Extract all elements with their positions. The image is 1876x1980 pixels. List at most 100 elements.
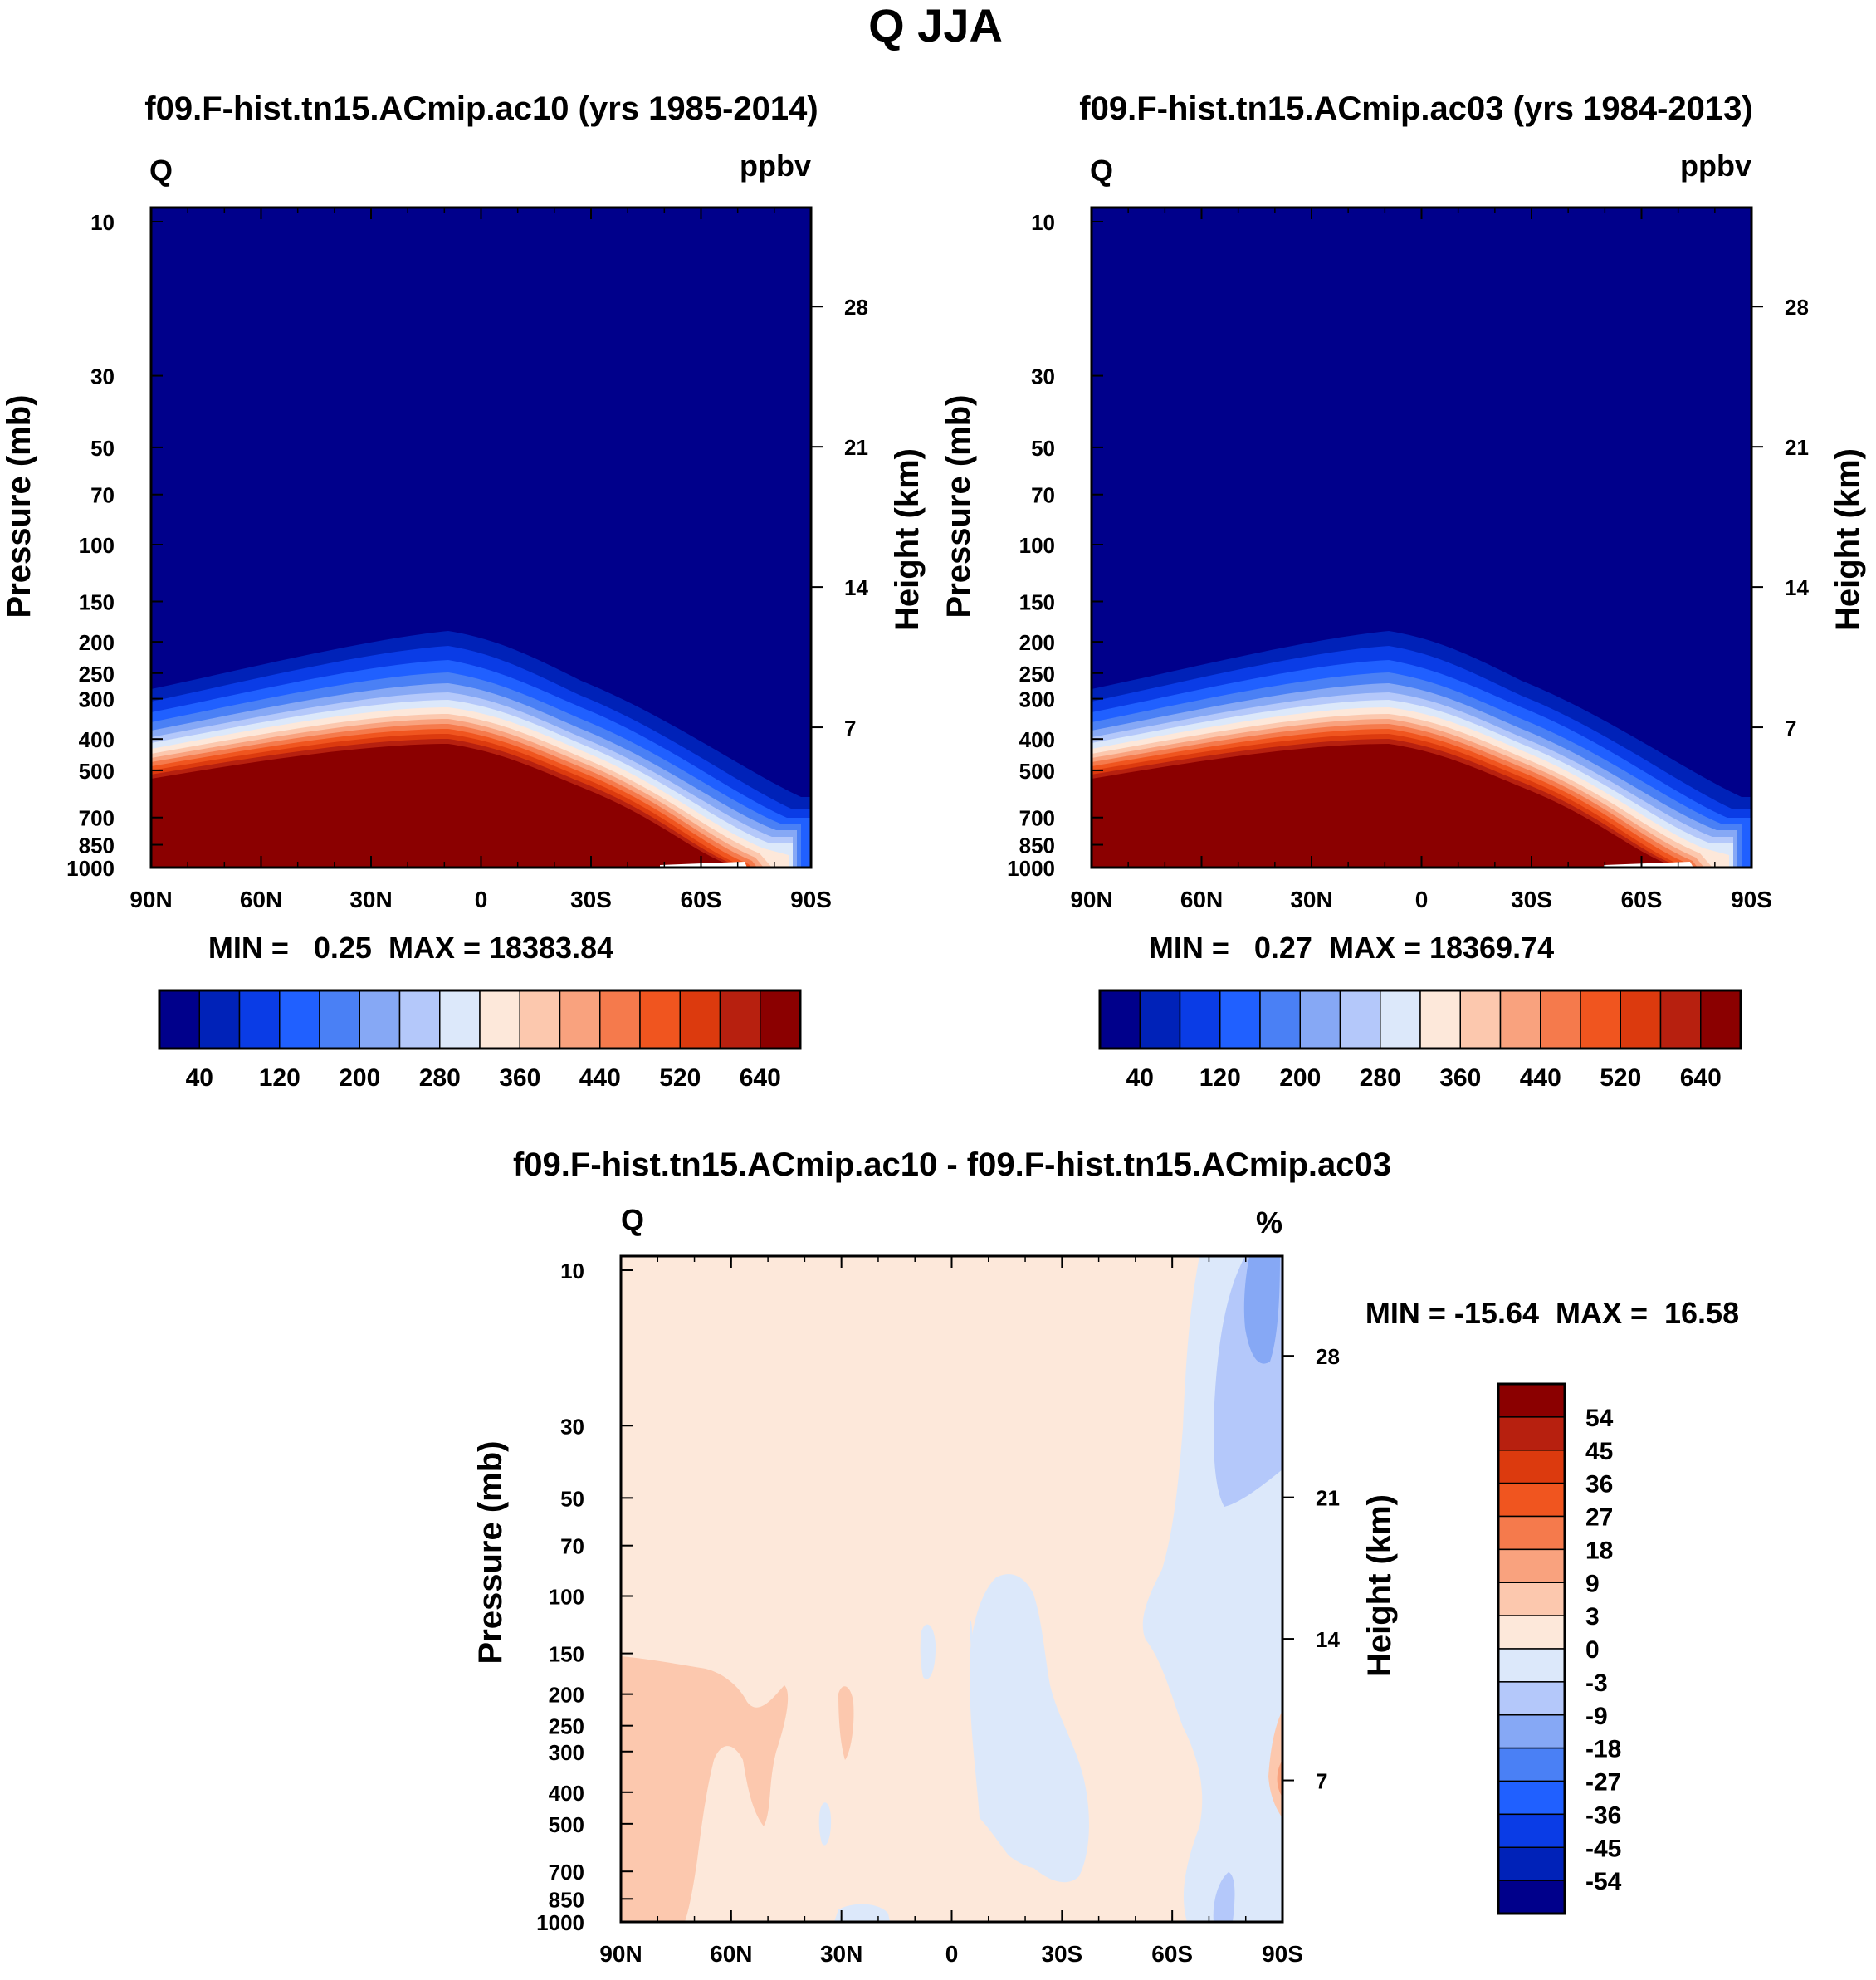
x-tick-label: 30S	[570, 887, 612, 912]
colorbar-label: -9	[1585, 1703, 1608, 1730]
colorbar-label: 200	[1279, 1064, 1321, 1092]
colorbar-swatch	[1497, 1714, 1566, 1749]
x-tick-label: 60S	[681, 887, 722, 912]
colorbar-swatch	[1497, 1582, 1566, 1616]
colorbar-swatch	[1497, 1747, 1566, 1782]
y2-axis-label: Height (km)	[1361, 1494, 1398, 1677]
colorbar-swatch	[1219, 990, 1261, 1049]
colorbar-label: 640	[1680, 1064, 1722, 1092]
y-tick-label: 100	[79, 533, 115, 558]
y-tick-label: 700	[549, 1860, 584, 1885]
contour-negative-3-sliver-b	[818, 1802, 832, 1846]
y-tick-label: 10	[90, 210, 115, 235]
y-tick-label: 300	[549, 1740, 584, 1765]
colorbar-swatch	[159, 990, 200, 1049]
y-tick-label: 850	[1019, 834, 1055, 858]
y-tick-label: 850	[79, 834, 115, 858]
colorbar-label: -45	[1585, 1835, 1621, 1862]
x-tick-label: 90N	[1070, 887, 1112, 912]
y-tick-label: 150	[549, 1642, 584, 1667]
x-tick-label: 90N	[599, 1941, 642, 1967]
corner-label-right: %	[1256, 1205, 1282, 1239]
colorbar-swatch	[1497, 1482, 1566, 1518]
height-tick-label: 28	[1785, 295, 1809, 320]
x-tick-label: 60S	[1151, 1941, 1193, 1967]
y-tick-label: 1000	[536, 1910, 584, 1935]
colorbar-swatch	[679, 990, 721, 1049]
colorbar-swatch	[1499, 990, 1541, 1049]
x-tick-label: 0	[1415, 887, 1429, 912]
height-tick-label: 7	[1316, 1769, 1327, 1794]
plot-area	[619, 1254, 1284, 1924]
colorbar-swatch	[599, 990, 641, 1049]
colorbar-swatch	[1497, 1548, 1566, 1583]
y-tick-label: 100	[549, 1585, 584, 1610]
colorbar-swatch	[1339, 990, 1381, 1049]
colorbar-swatch	[1497, 1648, 1566, 1683]
colorbar-swatch	[319, 990, 360, 1049]
contour-negative-3-bottom	[834, 1904, 890, 1922]
x-axis-ticks: 90N 60N 30N 0 30S 60S 90S	[129, 208, 832, 912]
colorbar-swatch	[519, 990, 561, 1049]
colorbar-label: 120	[1199, 1064, 1241, 1092]
colorbar-label: 520	[659, 1064, 701, 1092]
contour-negative-18-south-top	[1243, 1256, 1280, 1364]
colorbar-swatch	[279, 990, 320, 1049]
colorbar-label: 360	[1439, 1064, 1481, 1092]
colorbar-swatch	[1540, 990, 1581, 1049]
y-tick-label: 400	[1019, 727, 1055, 752]
colorbar-swatch	[1497, 1813, 1566, 1848]
height-tick-label: 28	[1316, 1344, 1340, 1369]
height-tick-label: 7	[1785, 716, 1796, 741]
corner-label-right: ppbv	[1680, 149, 1751, 183]
colorbar-swatch	[1497, 1681, 1566, 1716]
corner-label-left: Q	[621, 1203, 644, 1237]
y-tick-label: 50	[560, 1486, 584, 1511]
colorbar-swatch	[359, 990, 401, 1049]
colorbar-label: 45	[1585, 1438, 1613, 1465]
contour-negative-3-sliver-a	[920, 1624, 936, 1679]
colorbar: 40 120 200 280 360 440 520 640	[1098, 989, 1742, 1092]
y-tick-label: 200	[79, 630, 115, 655]
y-tick-label: 70	[560, 1534, 584, 1559]
colorbar-swatch	[1620, 990, 1662, 1049]
height-axis-ticks: 28 21 14 7	[811, 295, 868, 741]
y-tick-label: 10	[560, 1259, 584, 1283]
contour-positive-3-north	[621, 1656, 789, 1922]
x-tick-label: 60N	[710, 1941, 752, 1967]
colorbar-swatch	[1419, 990, 1461, 1049]
y-tick-label: 700	[79, 806, 115, 831]
stats-text: MIN = 0.27 MAX = 18369.74	[1149, 931, 1554, 965]
y-tick-label: 10	[1031, 210, 1055, 235]
y-tick-label: 30	[560, 1414, 584, 1439]
y-tick-label: 400	[79, 727, 115, 752]
height-tick-label: 28	[844, 295, 868, 320]
colorbar-swatch	[479, 990, 520, 1049]
x-tick-label: 90S	[790, 887, 832, 912]
colorbar-swatch	[1259, 990, 1301, 1049]
colorbar-label: 440	[579, 1064, 621, 1092]
corner-label-left: Q	[149, 154, 173, 188]
colorbar-label: -3	[1585, 1670, 1608, 1697]
colorbar-label: 360	[499, 1064, 540, 1092]
y-tick-label: 500	[1019, 759, 1055, 784]
y2-axis-label: Height (km)	[1830, 448, 1866, 631]
panel-title: f09.F-hist.tn15.ACmip.ac10 - f09.F-hist.…	[513, 1146, 1391, 1183]
height-tick-label: 14	[1785, 575, 1809, 600]
y-tick-label: 70	[90, 483, 115, 508]
colorbar-swatch	[639, 990, 681, 1049]
y-tick-label: 30	[90, 364, 115, 389]
colorbar-label: 280	[419, 1064, 461, 1092]
colorbar-swatch	[398, 990, 441, 1049]
colorbar-swatch	[1179, 990, 1221, 1049]
colorbar-label: 640	[740, 1064, 781, 1092]
y-tick-label: 100	[1019, 533, 1055, 558]
colorbar-swatch	[198, 990, 241, 1049]
colorbar-swatch	[719, 990, 761, 1049]
colorbar-swatch	[1459, 990, 1502, 1049]
panel-ac03: f09.F-hist.tn15.ACmip.ac03 (yrs 1984-201…	[940, 90, 1866, 1092]
y-axis-label: Pressure (mb)	[1, 395, 37, 618]
